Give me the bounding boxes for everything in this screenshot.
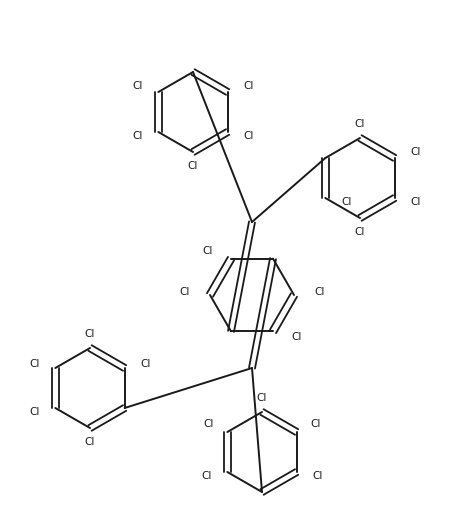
Text: Cl: Cl [291,332,301,343]
Text: Cl: Cl [355,119,365,129]
Text: Cl: Cl [141,359,151,369]
Text: Cl: Cl [85,329,95,339]
Text: Cl: Cl [29,359,40,369]
Text: Cl: Cl [202,246,213,256]
Text: Cl: Cl [180,287,190,297]
Text: Cl: Cl [341,197,352,207]
Text: Cl: Cl [355,227,365,237]
Text: Cl: Cl [243,81,254,91]
Text: Cl: Cl [132,131,142,141]
Text: Cl: Cl [257,393,267,403]
Text: Cl: Cl [85,437,95,447]
Text: Cl: Cl [411,147,421,157]
Text: Cl: Cl [29,407,40,417]
Text: Cl: Cl [311,419,321,429]
Text: Cl: Cl [201,471,212,481]
Text: Cl: Cl [132,81,142,91]
Text: Cl: Cl [188,161,198,171]
Text: Cl: Cl [243,131,254,141]
Text: Cl: Cl [314,287,324,297]
Text: Cl: Cl [313,471,323,481]
Text: Cl: Cl [203,419,213,429]
Text: Cl: Cl [411,197,421,207]
